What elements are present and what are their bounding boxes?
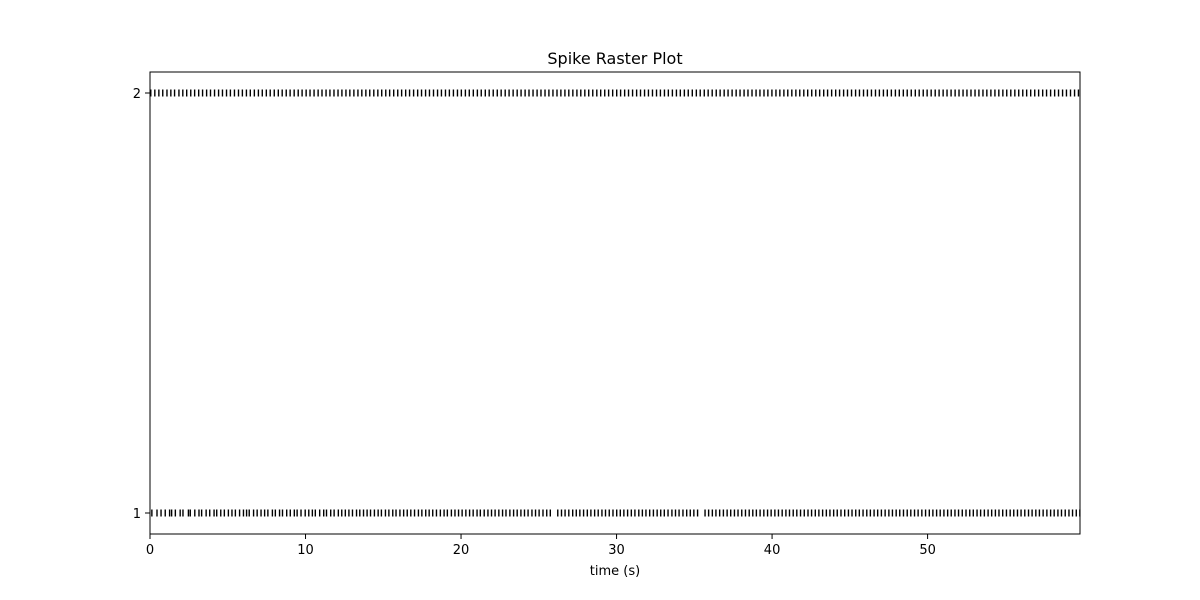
- x-tick-label: 20: [453, 543, 470, 558]
- x-tick-label: 40: [764, 543, 781, 558]
- x-axis: 0 10 20 30 40 50: [146, 534, 936, 558]
- y-tick-label: 2: [133, 87, 141, 102]
- chart-title: Spike Raster Plot: [547, 49, 682, 68]
- plot-background: [150, 72, 1080, 534]
- x-tick-label: 50: [919, 543, 936, 558]
- plot-area: [149, 71, 1081, 535]
- x-axis-label: time (s): [590, 564, 640, 579]
- x-tick-label: 0: [146, 543, 154, 558]
- x-tick-label: 10: [297, 543, 314, 558]
- x-tick-label: 30: [608, 543, 625, 558]
- plot-frame: [149, 71, 1081, 535]
- y-axis: 12: [133, 87, 150, 522]
- y-tick-label: 1: [133, 507, 141, 522]
